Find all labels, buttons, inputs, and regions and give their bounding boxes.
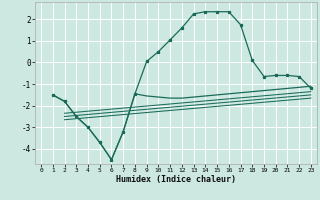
X-axis label: Humidex (Indice chaleur): Humidex (Indice chaleur) [116,175,236,184]
